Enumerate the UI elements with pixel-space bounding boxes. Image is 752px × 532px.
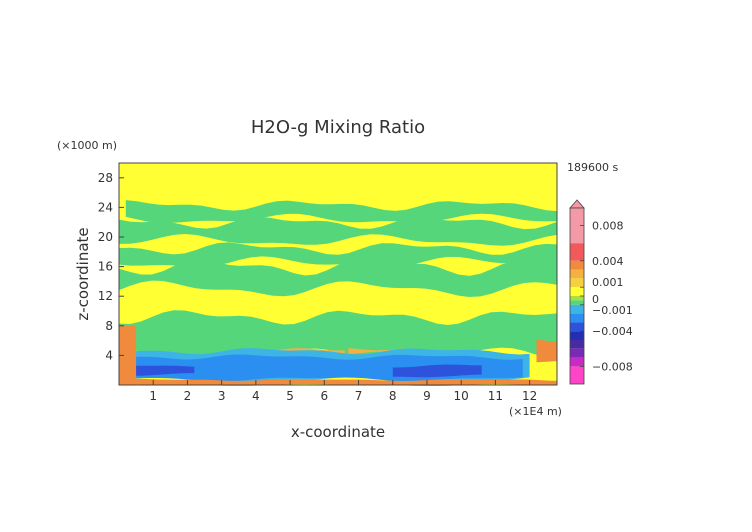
colorbar-label: −0.004: [592, 325, 633, 338]
colorbar-label: 0.008: [592, 220, 624, 233]
x-axis-label: x-coordinate: [291, 423, 385, 441]
y-tick-label: 16: [98, 260, 113, 274]
wet-band-3: [119, 242, 557, 268]
colorbar-swatch: [570, 366, 584, 384]
y-ticks: 4 8 12 16 20 24 28: [98, 171, 124, 362]
wet-band-4: [119, 258, 557, 297]
colorbar-label: 0.004: [592, 255, 624, 268]
left-edge-moist: [119, 325, 137, 385]
x-tick-label: 3: [218, 389, 226, 403]
colorbar-swatch: [570, 357, 584, 367]
x-tick-label: 6: [320, 389, 328, 403]
colorbar-swatch: [570, 287, 584, 296]
moist-right-edge: [536, 339, 557, 363]
y-tick-label: 28: [98, 171, 113, 185]
y-tick-label: 4: [105, 348, 113, 362]
y-tick-label: 20: [98, 230, 113, 244]
x-tick-label: 11: [488, 389, 503, 403]
y-tick-label: 24: [98, 200, 113, 214]
colorbar-swatch: [570, 322, 584, 332]
x-tick-label: 5: [286, 389, 294, 403]
contour-field: [119, 163, 558, 386]
colorbar-swatch: [570, 260, 584, 270]
wet-band-lower: [119, 310, 557, 362]
dry-core-left: [132, 365, 195, 376]
time-label: 189600 s: [567, 161, 618, 174]
colorbar-swatch: [570, 348, 584, 358]
colorbar-swatch: [570, 331, 584, 340]
colorbar-label: 0: [592, 293, 599, 306]
x-ticks: 1 2 3 4 5 6 7 8 9 10 11 12: [149, 380, 537, 403]
x-tick-label: 9: [423, 389, 431, 403]
y-unit-label: (×1000 m): [57, 139, 117, 152]
colorbar-swatch: [570, 304, 584, 314]
surface-moist: [119, 378, 557, 386]
wet-band-upper: [125, 200, 558, 223]
colorbar-label: 0.001: [592, 276, 624, 289]
plot-frame: [118, 162, 558, 386]
colorbar-swatch: [570, 269, 584, 279]
y-tick-label: 12: [98, 289, 113, 303]
colorbar-swatch: [570, 208, 584, 244]
x-tick-label: 7: [355, 389, 363, 403]
y-axis-label: z-coordinate: [74, 227, 92, 320]
chart-title: H2O-g Mixing Ratio: [251, 117, 425, 138]
x-tick-label: 1: [149, 389, 157, 403]
colorbar-swatch: [570, 278, 584, 288]
colorbar-swatch: [570, 296, 584, 301]
colorbar: 0.008 0.004 0.001 0−0.001 −0.004 −0.008: [569, 199, 633, 385]
colorbar-arrow: [569, 199, 585, 209]
dry-core-dark: [392, 364, 482, 378]
x-unit-label: (×1E4 m): [509, 405, 562, 418]
moist-streak-2: [348, 348, 403, 354]
x-tick-label: 8: [389, 389, 397, 403]
colorbar-label: −0.001: [592, 304, 633, 317]
x-tick-label: 12: [522, 389, 537, 403]
x-tick-label: 10: [454, 389, 469, 403]
x-tick-label: 2: [184, 389, 192, 403]
colorbar-label: −0.008: [592, 360, 633, 373]
y-tick-label: 8: [105, 319, 113, 333]
x-tick-label: 4: [252, 389, 260, 403]
colorbar-swatch: [570, 243, 584, 261]
colorbar-swatch: [570, 340, 584, 349]
colorbar-swatch: [570, 313, 584, 323]
wet-band-2: [119, 216, 557, 246]
colorbar-swatch: [570, 300, 584, 305]
